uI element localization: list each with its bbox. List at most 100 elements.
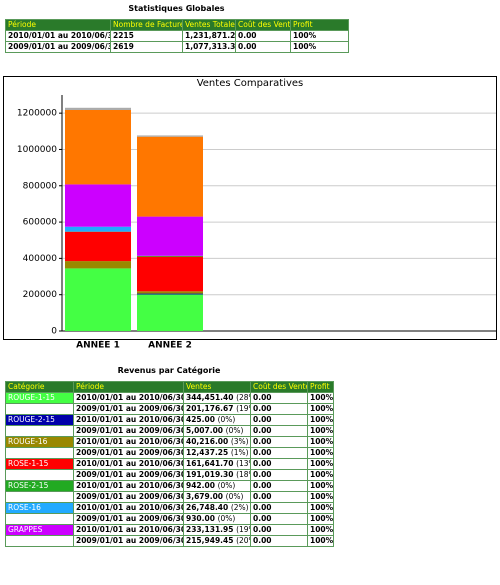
cost-cell: 0.00 <box>250 469 308 481</box>
profit-cell: 100% <box>307 436 334 448</box>
chart: Ventes Comparatives 0 200000 400000 600000 8… <box>3 76 497 351</box>
bar-segment <box>65 226 131 232</box>
sales-amount: 26,748.40 <box>186 503 229 513</box>
cost-cell: 0.00 <box>250 425 308 437</box>
period-cell: 2010/01/01 au 2010/06/30 <box>73 458 184 470</box>
sales-cell: 425.00 (0%) <box>183 414 251 426</box>
sales-amount: 930.00 <box>186 514 215 524</box>
y-tick-label: 800000 <box>23 181 58 191</box>
profit-cell: 100% <box>307 447 334 459</box>
header-cell: Ventes Totales <box>182 19 236 31</box>
sales-percent: (19%) <box>236 404 249 414</box>
empty-cell <box>5 535 74 547</box>
sales-cell: 201,176.67 (19%) <box>183 403 251 415</box>
row: ROUGE-16 2010/01/01 au 2010/06/30 40,216.0… <box>5 436 334 448</box>
bar-segment <box>137 294 203 331</box>
row: 2010/01/01 au 2010/06/30 2215 1,231,871.20… <box>5 30 349 42</box>
cost-cell: 0.00 <box>250 491 308 503</box>
sales-amount: 425.00 <box>186 415 215 425</box>
empty-cell <box>5 513 74 525</box>
category-cell: ROUGE-1-15 <box>5 392 74 404</box>
y-tick-label: 0 <box>51 327 57 337</box>
cost-cell: 0.00 <box>250 447 308 459</box>
bar-segment <box>65 261 131 269</box>
period-cell: 2010/01/01 au 2010/06/30 <box>73 524 184 536</box>
period-cell: 2010/01/01 au 2010/06/30 <box>73 392 184 404</box>
sales-amount: 5,007.00 <box>186 426 224 436</box>
cell: 1,077,313.37 <box>182 41 236 53</box>
bar-segment <box>137 291 203 294</box>
period-cell: 2009/01/01 au 2009/06/30 <box>73 403 184 415</box>
category-cell: GRAPPES <box>5 524 74 536</box>
sales-amount: 942.00 <box>186 481 215 491</box>
empty-cell <box>5 425 74 437</box>
profit-cell: 100% <box>307 491 334 503</box>
sales-percent: (0%) <box>217 415 236 425</box>
cost-cell: 0.00 <box>250 502 308 514</box>
header-cell: Coût des Ventes <box>235 19 291 31</box>
bar-segment <box>137 256 203 292</box>
profit-cell: 100% <box>307 535 334 547</box>
sales-cell: 215,949.45 (20%) <box>183 535 251 547</box>
bar-segment <box>137 293 203 295</box>
sales-cell: 3,679.00 (0%) <box>183 491 251 503</box>
cell: 0.00 <box>235 41 291 53</box>
empty-cell <box>5 491 74 503</box>
header-cell: Profit <box>290 19 349 31</box>
sales-amount: 12,437.25 <box>186 448 229 458</box>
sales-percent: (19%) <box>236 525 249 535</box>
sales-percent: (0%) <box>217 481 236 491</box>
row: 2009/01/01 au 2009/06/30 2619 1,077,313.37… <box>5 41 349 53</box>
sales-percent: (1%) <box>230 448 249 458</box>
category-cell: ROSE-1-15 <box>5 458 74 470</box>
bar-segment <box>65 107 131 110</box>
sales-cell: 930.00 (0%) <box>183 513 251 525</box>
sales-cell: 5,007.00 (0%) <box>183 425 251 437</box>
header-cell: Profit <box>307 381 334 393</box>
row: 2009/01/01 au 2009/06/30 5,007.00 (0%) 0.0… <box>5 425 334 437</box>
x-tick-label: ANNÉE 2 <box>148 339 192 351</box>
cost-cell: 0.00 <box>250 458 308 470</box>
revenus-title: Revenus par Catégorie <box>117 366 221 375</box>
profit-cell: 100% <box>307 524 334 536</box>
row: ROUGE-2-15 2010/01/01 au 2010/06/30 425.00… <box>5 414 334 426</box>
cost-cell: 0.00 <box>250 480 308 492</box>
period-cell: 2009/01/01 au 2009/06/30 <box>73 469 184 481</box>
sales-percent: (0%) <box>217 514 236 524</box>
sales-percent: (0%) <box>225 492 244 502</box>
period-cell: 2009/01/01 au 2009/06/30 <box>73 535 184 547</box>
period-cell: 2010/01/01 au 2010/06/30 <box>73 502 184 514</box>
header-cell: Ventes <box>183 381 251 393</box>
header-cell: Période <box>5 19 111 31</box>
header-cell: Nombre de Factures <box>110 19 183 31</box>
sales-amount: 201,176.67 <box>186 404 234 414</box>
period-cell: 2010/01/01 au 2010/06/30 <box>73 480 184 492</box>
empty-cell <box>5 447 74 459</box>
sales-cell: 344,451.40 (28%) <box>183 392 251 404</box>
y-tick-label: 200000 <box>23 290 58 300</box>
sales-amount: 215,949.45 <box>186 536 234 546</box>
sales-cell: 191,019.30 (18%) <box>183 469 251 481</box>
bar-segment <box>65 231 131 262</box>
cost-cell: 0.00 <box>250 414 308 426</box>
row: 2009/01/01 au 2009/06/30 12,437.25 (1%) 0.… <box>5 447 334 459</box>
sales-percent: (13%) <box>236 459 249 469</box>
sales-cell: 40,216.00 (3%) <box>183 436 251 448</box>
period-cell: 2009/01/01 au 2009/06/30 <box>73 513 184 525</box>
category-cell: ROSE-2-15 <box>5 480 74 492</box>
profit-cell: 100% <box>307 414 334 426</box>
x-tick-label: ANNÉE 1 <box>76 339 120 351</box>
y-tick-label: 1000000 <box>17 145 57 155</box>
y-tick-label: 600000 <box>23 218 58 228</box>
profit-cell: 100% <box>307 513 334 525</box>
bar-segment <box>137 255 203 257</box>
sales-cell: 161,641.70 (13%) <box>183 458 251 470</box>
y-tick-label: 1200000 <box>17 109 57 119</box>
empty-cell <box>5 469 74 481</box>
row: 2009/01/01 au 2009/06/30 930.00 (0%) 0.00 1… <box>5 513 334 525</box>
category-cell: ROUGE-2-15 <box>5 414 74 426</box>
